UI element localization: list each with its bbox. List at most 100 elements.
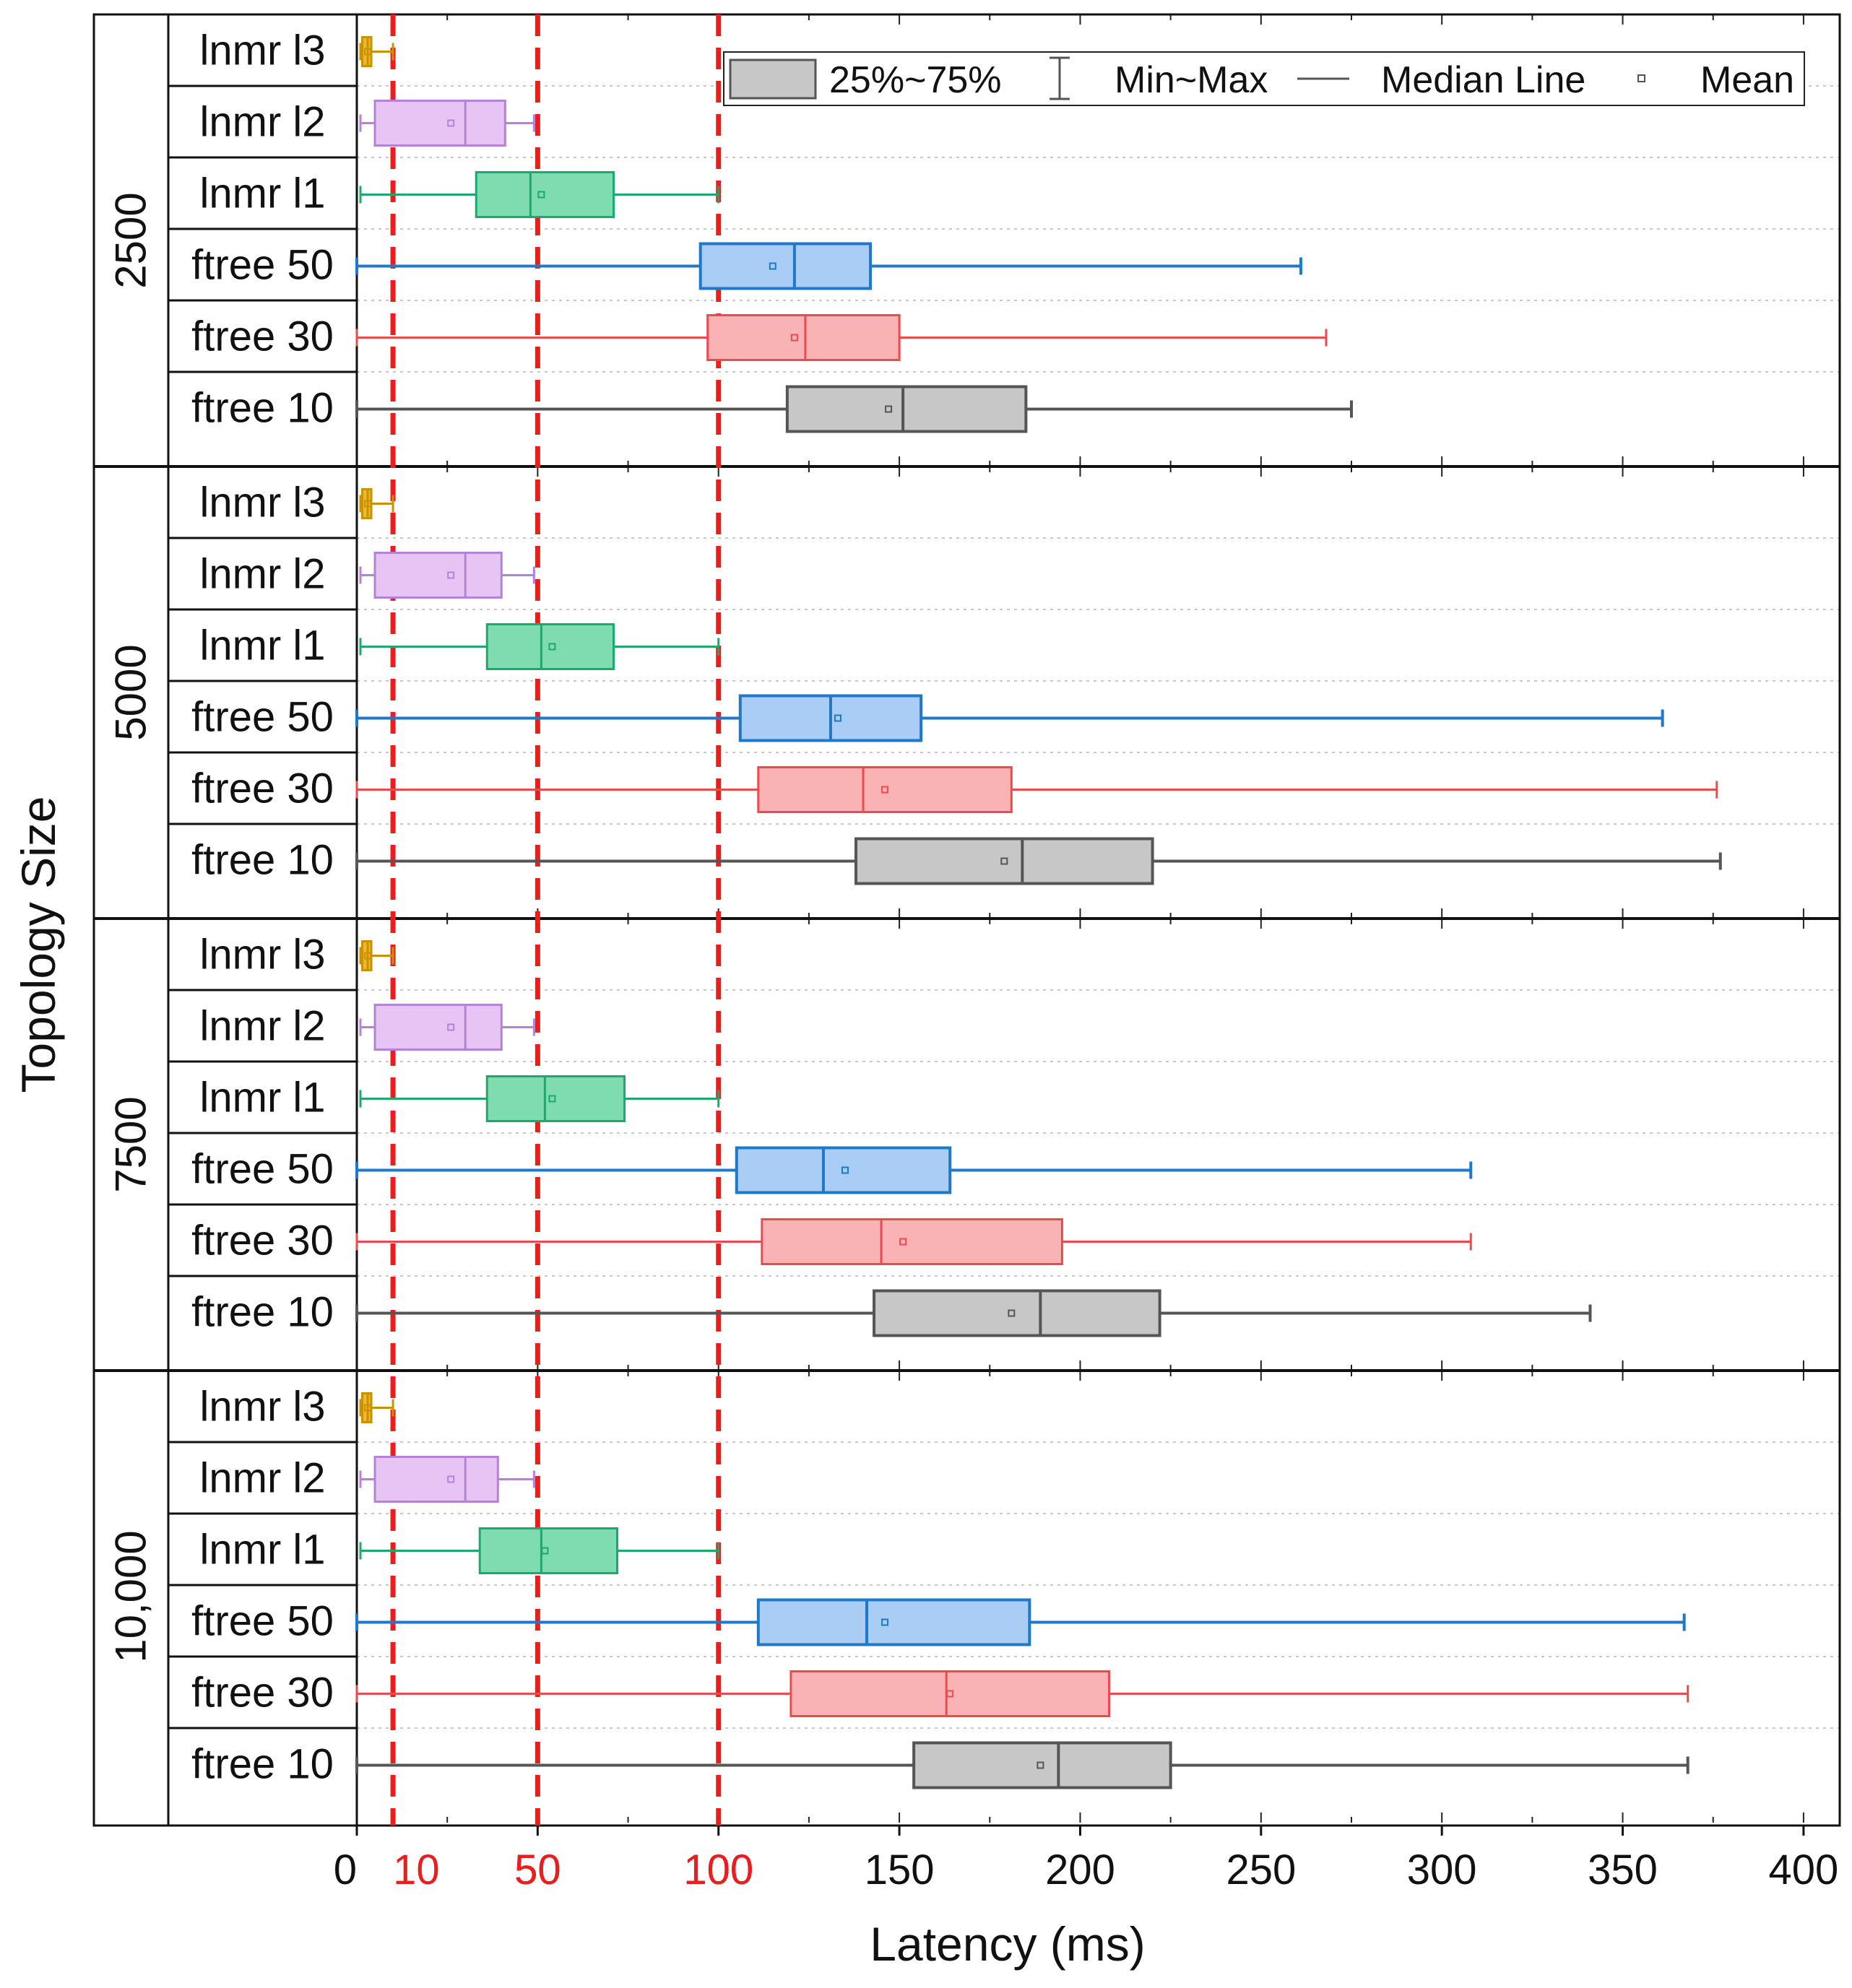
iqr-box	[373, 1456, 499, 1503]
group-label-5000: 5000	[107, 644, 155, 740]
mean-marker	[548, 1095, 556, 1103]
category-label: ftree 30	[191, 765, 334, 812]
box-ftree-10	[355, 1289, 1592, 1337]
iqr-box	[478, 1527, 619, 1574]
x-tick-label: 100	[683, 1846, 753, 1893]
group-2500	[355, 36, 1354, 433]
mean-marker	[364, 1404, 372, 1412]
mean-marker	[1037, 1761, 1044, 1769]
x-tick-label: 250	[1226, 1846, 1296, 1893]
group-label-2500: 2500	[107, 192, 155, 288]
iqr-box	[789, 1670, 1111, 1717]
box-ftree-30	[355, 314, 1328, 361]
grid-layer	[356, 14, 1840, 1823]
category-label: lnmr l2	[199, 551, 325, 598]
category-label: ftree 10	[191, 1289, 334, 1336]
iqr-box	[756, 1598, 1031, 1646]
mean-marker	[537, 191, 545, 199]
group-10000	[355, 1392, 1689, 1789]
mean-marker	[834, 714, 841, 722]
category-label: lnmr l3	[199, 1384, 325, 1431]
category-label: ftree 50	[191, 1598, 334, 1645]
x-axis-title: Latency (ms)	[870, 1917, 1145, 1971]
box-lnmr-l3	[359, 488, 394, 519]
iqr-box	[854, 837, 1154, 885]
mean-marker	[447, 1475, 455, 1483]
box-lnmr-l2	[359, 1004, 535, 1051]
box-lnmr-l3	[359, 940, 394, 971]
iqr-box	[761, 1218, 1063, 1265]
mean-marker	[364, 952, 372, 960]
box-ftree-50	[355, 1598, 1686, 1646]
box-lnmr-l2	[359, 100, 535, 147]
mean-marker	[841, 1166, 849, 1174]
iqr-box	[735, 1146, 952, 1194]
category-label: ftree 30	[191, 1670, 334, 1716]
iqr-box	[475, 171, 615, 218]
box-ftree-10	[355, 837, 1722, 885]
mean-marker	[1000, 857, 1008, 865]
mean-marker	[885, 405, 893, 413]
iqr-box	[373, 1004, 503, 1051]
x-tick-label-highlight: 10	[393, 1846, 440, 1893]
iqr-box	[373, 552, 503, 599]
iqr-box	[785, 385, 1028, 433]
box-lnmr-l2	[359, 1456, 535, 1503]
iqr-box	[485, 623, 615, 670]
box-lnmr-l1	[359, 623, 720, 670]
iqr-box	[485, 1075, 626, 1122]
group-label-10000: 10,000	[107, 1530, 155, 1663]
category-label: ftree 10	[191, 837, 334, 884]
category-label: ftree 10	[191, 385, 334, 432]
mean-marker	[899, 1238, 907, 1246]
box-ftree-50	[355, 694, 1664, 742]
iqr-box	[698, 242, 873, 290]
x-tick-label: 300	[1407, 1846, 1477, 1893]
category-label: lnmr l2	[199, 99, 325, 146]
category-label: ftree 10	[191, 1741, 334, 1788]
box-lnmr-l1	[359, 1075, 720, 1122]
mean-marker	[447, 1023, 455, 1031]
category-label: lnmr l3	[199, 27, 325, 74]
mean-marker	[364, 48, 372, 56]
group-7500	[355, 940, 1592, 1337]
category-label: ftree 50	[191, 694, 334, 741]
category-label: ftree 50	[191, 1146, 334, 1193]
frame-layer	[92, 13, 1841, 1827]
legend-mean-label: Mean	[1700, 59, 1794, 101]
legend-mean-symbol	[1637, 74, 1645, 82]
iqr-box	[912, 1741, 1172, 1789]
mean-marker	[790, 334, 798, 342]
mean-marker	[1008, 1309, 1016, 1317]
x-tick-label: 350	[1588, 1846, 1658, 1893]
mean-marker	[364, 500, 372, 508]
box-ftree-30	[355, 1218, 1472, 1265]
category-label: ftree 50	[191, 242, 334, 289]
iqr-box	[706, 314, 901, 361]
box-plots	[355, 36, 1722, 1789]
legend-whisker-label: Min~Max	[1115, 59, 1268, 101]
legend-median-label: Median Line	[1381, 59, 1585, 101]
y-axis-title: Topology Size	[12, 796, 65, 1093]
legend-whisker-symbol	[1050, 56, 1070, 100]
mean-marker	[447, 571, 455, 579]
iqr-box	[757, 766, 1013, 813]
legend-box-swatch	[729, 58, 817, 100]
box-ftree-30	[355, 766, 1718, 813]
mean-marker	[447, 119, 455, 127]
box-lnmr-l1	[359, 1527, 720, 1574]
category-label: lnmr l2	[199, 1003, 325, 1050]
category-labels: 2500 lnmr l3 lnmr l2 lnmr l1 ftree 50 ftree 3…	[107, 27, 334, 1788]
category-label: lnmr l1	[199, 170, 325, 217]
box-ftree-30	[355, 1670, 1689, 1717]
category-label: ftree 30	[191, 313, 334, 360]
iqr-box	[373, 100, 506, 147]
category-label: lnmr l1	[199, 1527, 325, 1574]
group-5000	[355, 488, 1722, 885]
x-tick-label: 400	[1769, 1846, 1839, 1893]
legend: 25%~75% Min~Max Median Line Mean	[723, 51, 1805, 106]
x-tick-label: 50	[514, 1846, 561, 1893]
iqr-box	[873, 1289, 1161, 1337]
